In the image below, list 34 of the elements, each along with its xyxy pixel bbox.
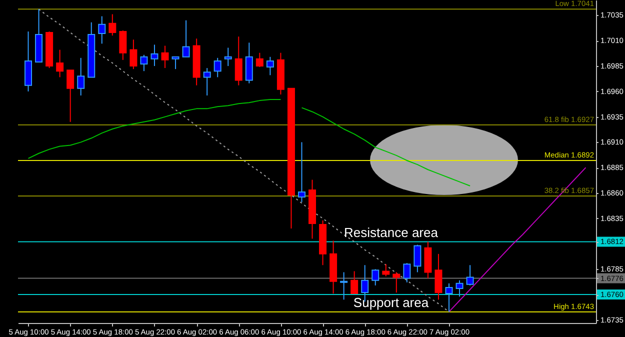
candlestick [77, 57, 85, 96]
candlestick [98, 16, 106, 44]
candlestick [214, 57, 222, 78]
line-series [38, 8, 450, 312]
candlestick [298, 142, 306, 203]
candlestick [140, 54, 148, 72]
candlestick [182, 20, 190, 58]
annotation: Support area [353, 295, 430, 310]
candlestick [372, 268, 380, 286]
candlestick [466, 264, 474, 286]
candlestick [203, 68, 211, 96]
candlestick [56, 49, 64, 78]
candlestick [161, 45, 169, 69]
candlestick [340, 272, 348, 300]
candlestick [245, 42, 253, 84]
candlestick [403, 262, 411, 283]
candlestick [434, 253, 442, 300]
candlestick [150, 44, 158, 67]
candlestick [172, 56, 180, 70]
candlestick [130, 39, 138, 70]
candlestick [66, 70, 74, 122]
candlestick [234, 36, 242, 86]
candlestick [108, 14, 116, 36]
candlestick [224, 47, 232, 67]
candlestick [350, 270, 358, 294]
candlestick [266, 56, 274, 76]
candlestick [392, 272, 400, 294]
candlestick [414, 244, 422, 273]
annotation: Resistance area [344, 225, 439, 240]
candlestick [256, 52, 264, 68]
candlestick [382, 264, 390, 277]
candlestick [119, 30, 127, 60]
candlestick [445, 282, 453, 312]
candlestick [456, 280, 464, 298]
